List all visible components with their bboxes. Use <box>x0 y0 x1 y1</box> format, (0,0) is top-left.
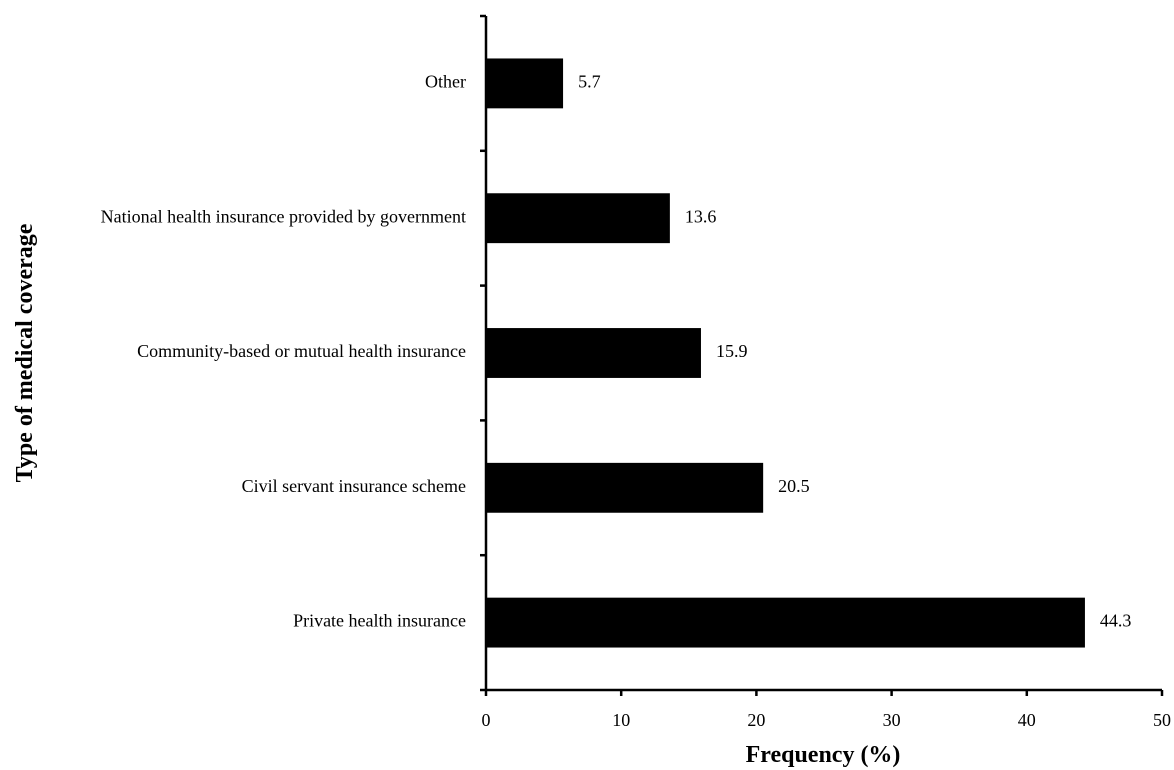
y-axis-title: Type of medical coverage <box>12 223 38 482</box>
value-labels: 5.7 13.6 15.9 20.5 44.3 <box>578 72 1131 631</box>
category-label: National health insurance provided by go… <box>101 206 466 226</box>
category-label: Community-based or mutual health insuran… <box>137 341 466 361</box>
bar <box>486 58 564 109</box>
x-ticks: 0 10 20 30 40 50 <box>482 690 1171 730</box>
bar <box>486 193 670 244</box>
x-tick-label: 30 <box>883 710 901 730</box>
x-tick-label: 40 <box>1018 710 1036 730</box>
x-tick-label: 10 <box>612 710 630 730</box>
category-label: Private health insurance <box>293 611 466 631</box>
x-tick-label: 0 <box>482 710 491 730</box>
data-label: 5.7 <box>578 72 601 92</box>
data-label: 20.5 <box>778 476 810 496</box>
bar <box>486 597 1085 648</box>
bar <box>486 328 701 378</box>
x-tick-label: 20 <box>747 710 765 730</box>
data-label: 15.9 <box>716 341 748 361</box>
x-tick-label: 50 <box>1153 710 1171 730</box>
category-label: Other <box>425 72 466 92</box>
y-ticks <box>480 14 486 692</box>
category-labels: Other National health insurance provided … <box>101 72 466 631</box>
data-label: 44.3 <box>1100 611 1132 631</box>
bars-group <box>486 58 1085 648</box>
category-label: Civil servant insurance scheme <box>242 476 466 496</box>
x-axis-title: Frequency (%) <box>746 742 901 768</box>
bar <box>486 462 764 513</box>
data-label: 13.6 <box>685 206 717 226</box>
